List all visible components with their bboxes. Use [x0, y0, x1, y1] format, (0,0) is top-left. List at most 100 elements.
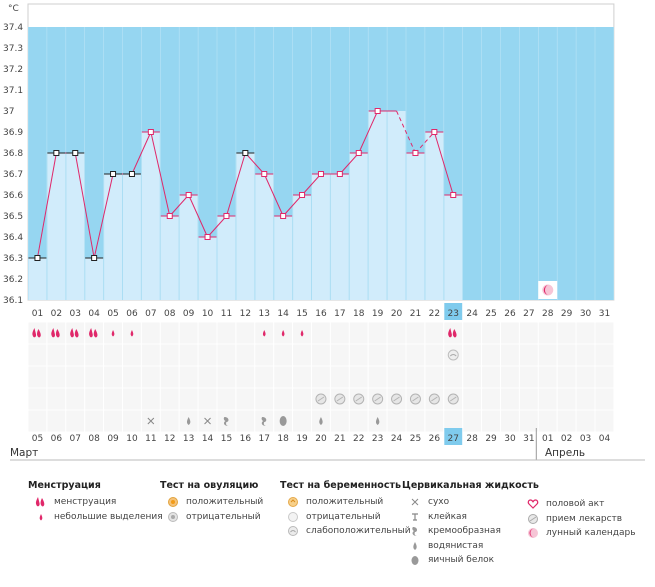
temperature-bar: [349, 153, 368, 300]
symptom-cell: [556, 343, 577, 367]
y-tick-label: 36.3: [3, 254, 23, 264]
legend-item: кремообразная: [428, 526, 501, 537]
symptom-cell: [27, 365, 48, 389]
symptom-cell: [292, 387, 313, 411]
cycle-day-label: 27: [523, 309, 534, 319]
cycle-day-label: 06: [126, 309, 138, 319]
symptom-cell: [575, 409, 596, 433]
symptom-cell: [216, 387, 237, 411]
calendar-date-label: 05: [32, 434, 43, 444]
temperature-point: [261, 171, 268, 177]
temperature-line-segment: [36, 152, 57, 259]
pregnancy-weak-mark: [449, 354, 457, 357]
symptom-cell: [424, 409, 445, 433]
symptom-cell: [103, 387, 123, 411]
symptom-cell: [159, 343, 180, 367]
symptom-cell: [405, 343, 426, 367]
pill-icon: [528, 513, 538, 524]
symptom-cell: [197, 365, 218, 389]
temperature-bar: [368, 111, 387, 300]
pill-icon-mark: [317, 396, 325, 402]
symptom-cell: [537, 409, 558, 433]
calendar-date-label: 07: [70, 434, 81, 444]
calendar-date-label: 20: [315, 434, 327, 444]
drop-small-icon: [130, 330, 134, 337]
temperature-point: [412, 150, 419, 156]
cycle-day-label: 09: [183, 309, 195, 319]
drop-large-icon: [93, 329, 98, 338]
symptom-cell: [462, 343, 483, 367]
symptom-cell: [537, 387, 558, 411]
cycle-day-label: 26: [504, 309, 516, 319]
calendar-date-label: 16: [240, 434, 252, 444]
drop-large-icon: [55, 329, 60, 338]
symptom-cell: [537, 343, 558, 367]
symptom-cell: [254, 343, 275, 367]
temperature-point: [53, 150, 60, 156]
calendar-date-label: 23: [372, 434, 383, 444]
cycle-day-label: 31: [599, 309, 610, 319]
symptom-cell: [65, 409, 86, 433]
drop-large-icon: [51, 328, 55, 338]
drop-small-icon: [262, 330, 266, 337]
temperature-bar: [444, 195, 463, 300]
symptom-cell: [84, 343, 105, 367]
legend-item: отрицательный: [186, 511, 261, 522]
symptom-cell: [65, 343, 86, 367]
symptom-cell: [178, 343, 199, 367]
pregnancy-negative-icon: [288, 511, 298, 522]
cycle-day-label: 19: [372, 309, 384, 319]
calendar-date-label: 29: [485, 434, 497, 444]
calendar-date-label: 13: [183, 434, 194, 444]
y-tick-label: 37.1: [3, 86, 23, 96]
temperature-bar: [47, 153, 66, 300]
temperature-line-segment: [282, 194, 303, 217]
symptom-cell: [197, 387, 218, 411]
calendar-date-label: 11: [145, 434, 156, 444]
symptom-cell: [197, 343, 218, 367]
bbt-chart: °C 37.4 37.3 37.2 37.1 37 36.9 36.8 36.7 36.6 36.5…: [3, 3, 645, 461]
drop-large-icon: [448, 328, 452, 338]
temperature-line-segment: [339, 152, 360, 175]
month-label-april: Апрель: [545, 447, 586, 459]
symptom-cell: [292, 365, 313, 389]
legend-item: водянистая: [428, 540, 484, 551]
symptom-cell: [405, 321, 426, 345]
legend-pregnancy: Тест на беременность положительный отриц…: [280, 480, 411, 539]
temperature-point: [223, 213, 230, 219]
creamy-icon: [223, 417, 229, 426]
cycle-day-label: 02: [51, 309, 62, 319]
temperature-bar: [28, 258, 47, 300]
symptom-cell: [122, 409, 142, 433]
calendar-date-label: 21: [334, 434, 345, 444]
symptom-cell: [122, 387, 142, 411]
temperature-line-segment: [433, 131, 454, 196]
ovulation-positive-icon: [168, 497, 178, 508]
symptom-cell: [235, 409, 256, 433]
legend-item: яичный белок: [428, 555, 495, 566]
symptom-cell: [235, 343, 256, 367]
symptom-cell: [518, 409, 539, 433]
legend-item: небольшие выделения: [54, 511, 163, 522]
pill-icon-mark: [355, 396, 363, 402]
symptom-cell: [386, 365, 407, 389]
symptom-cell: [46, 343, 67, 367]
y-tick-label: 37.3: [3, 44, 23, 54]
symptom-cell: [197, 321, 218, 345]
legend-item: менструация: [54, 497, 117, 508]
unit-label: °C: [8, 4, 19, 14]
symptom-cell: [159, 409, 180, 433]
symptom-cell: [273, 365, 294, 389]
cycle-day-label: 18: [353, 309, 365, 319]
legend-item: положительный: [186, 497, 264, 508]
symptom-cell: [103, 409, 123, 433]
dry-cross-icon: [411, 498, 419, 506]
symptom-cell: [367, 343, 388, 367]
temperature-bar: [236, 153, 255, 300]
symptom-cell: [594, 387, 615, 411]
creamy-icon: [261, 417, 267, 426]
legend-item: отрицательный: [306, 511, 381, 522]
y-tick-label: 36.6: [3, 191, 23, 201]
temperature-line-segment: [263, 173, 284, 217]
temperature-bar: [179, 195, 198, 300]
